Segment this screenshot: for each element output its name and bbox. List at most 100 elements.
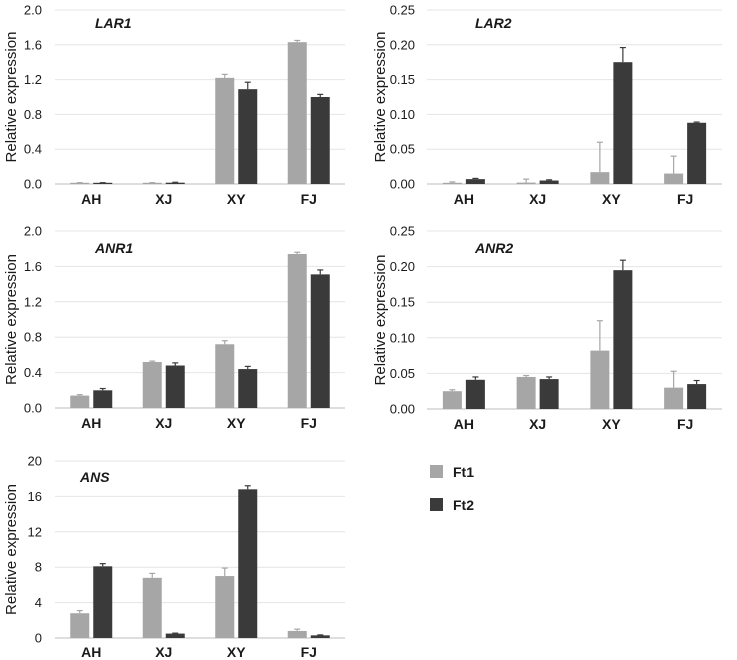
y-tick-label: 2.0: [24, 3, 42, 18]
x-category-label: XY: [227, 644, 246, 660]
x-category-label: XJ: [529, 416, 546, 432]
y-axis-label: Relative expression: [3, 484, 20, 615]
bar-ft2-fj: [687, 122, 707, 184]
y-tick-label: 4: [35, 595, 42, 610]
bar-ft2-xj: [165, 365, 185, 408]
bar-ft2-xj: [539, 180, 559, 184]
bar-ft1-xj: [142, 182, 162, 184]
chart-panel-anr2: 0.00 0.05 0.10 0.15 0.20 0.25 Relative express…: [372, 224, 722, 432]
x-category-label: FJ: [301, 644, 317, 660]
x-category-label: XJ: [529, 191, 546, 207]
chart-title: ANR1: [94, 240, 133, 256]
legend: Ft1 Ft2: [430, 464, 474, 513]
bar-ft1-xy: [590, 350, 610, 409]
y-tick-label: 0.25: [390, 224, 415, 239]
bar-ft2-xj: [539, 379, 559, 409]
y-tick-label: 0.0: [24, 177, 42, 192]
bar-ft2-xj: [165, 182, 185, 184]
bar-ft2-ah: [93, 390, 113, 408]
y-tick-label: 0.10: [390, 107, 415, 122]
x-category-label: XY: [227, 415, 246, 431]
chart-panel-anr1: 0.0 0.4 0.8 1.2 1.6 2.0 Relative expression ANR…: [3, 224, 345, 431]
y-axis-label: Relative expression: [3, 254, 20, 385]
bar-ft2-xy: [238, 369, 258, 408]
bar-ft1-fj: [287, 630, 307, 638]
y-tick-label: 1.6: [24, 259, 42, 274]
y-tick-label: 0.15: [390, 295, 415, 310]
bar-ft2-xy: [238, 89, 258, 184]
bar-ft2-fj: [310, 274, 330, 408]
y-tick-label: 0.4: [24, 365, 42, 380]
bar-ft1-ah: [442, 182, 462, 184]
y-tick-label: 0.4: [24, 142, 42, 157]
x-category-label: AH: [81, 415, 101, 431]
y-tick-label: 0.0: [24, 401, 42, 416]
y-tick-label: 0.8: [24, 107, 42, 122]
y-tick-label: 8: [35, 560, 42, 575]
bar-ft1-fj: [664, 173, 684, 184]
chart-panel-ans: 0 4 8 12 16 20 Relative expression ANS AH XJ XY FJ: [3, 454, 345, 660]
y-tick-label: 0.8: [24, 330, 42, 345]
bar-ft1-ah: [70, 395, 90, 408]
legend-swatch-ft2: [430, 498, 443, 511]
y-tick-label: 0: [35, 631, 42, 646]
x-category-label: XJ: [155, 415, 172, 431]
bar-ft1-xj: [142, 577, 162, 638]
bar-ft1-fj: [664, 387, 684, 409]
bar-ft2-fj: [310, 635, 330, 638]
y-tick-label: 0.05: [390, 142, 415, 157]
x-category-label: XY: [227, 191, 246, 207]
x-category-label: FJ: [677, 191, 693, 207]
bar-ft2-fj: [310, 97, 330, 184]
chart-title: LAR2: [475, 15, 512, 31]
chart-title: ANS: [79, 469, 110, 485]
bar-ft1-fj: [287, 254, 307, 408]
bar-ft1-fj: [287, 42, 307, 184]
y-tick-label: 2.0: [24, 224, 42, 239]
y-tick-label: 0.10: [390, 330, 415, 345]
bar-ft1-xj: [516, 182, 536, 184]
y-tick-label: 1.2: [24, 294, 42, 309]
x-category-label: XJ: [155, 191, 172, 207]
bar-ft1-xy: [590, 172, 610, 184]
bar-ft1-ah: [70, 182, 90, 184]
bar-ft1-xj: [516, 376, 536, 409]
y-tick-label: 1.6: [24, 37, 42, 52]
x-category-label: XJ: [155, 644, 172, 660]
chart-title: LAR1: [95, 15, 132, 31]
x-category-label: AH: [454, 416, 474, 432]
legend-label-ft2: Ft2: [453, 497, 474, 513]
y-tick-label: 12: [28, 524, 42, 539]
x-category-label: FJ: [301, 415, 317, 431]
x-category-label: AH: [81, 644, 101, 660]
bar-ft1-xj: [142, 361, 162, 408]
y-tick-label: 0.00: [390, 402, 415, 417]
y-tick-label: 0.20: [390, 259, 415, 274]
x-category-label: FJ: [301, 191, 317, 207]
bar-ft2-xy: [613, 62, 633, 185]
bar-ft1-xy: [215, 77, 235, 184]
bar-ft2-xy: [613, 270, 633, 409]
bar-ft2-ah: [93, 566, 113, 638]
bar-ft2-ah: [93, 182, 113, 184]
x-category-label: XY: [602, 191, 621, 207]
x-category-label: FJ: [677, 416, 693, 432]
y-tick-label: 0.05: [390, 366, 415, 381]
legend-swatch-ft1: [430, 465, 443, 478]
bar-ft2-xj: [165, 633, 185, 638]
y-axis-label: Relative expression: [3, 32, 20, 163]
bar-ft2-xy: [238, 489, 258, 638]
y-tick-label: 16: [28, 489, 42, 504]
y-tick-label: 1.2: [24, 72, 42, 87]
y-tick-label: 0.00: [390, 177, 415, 192]
chart-title: ANR2: [474, 240, 513, 256]
y-tick-label: 0.25: [390, 3, 415, 18]
bar-ft1-ah: [442, 391, 462, 409]
y-axis-label: Relative expression: [372, 255, 389, 386]
y-tick-label: 20: [28, 454, 42, 469]
legend-label-ft1: Ft1: [453, 464, 474, 480]
x-category-label: AH: [81, 191, 101, 207]
bar-ft2-fj: [687, 384, 707, 409]
